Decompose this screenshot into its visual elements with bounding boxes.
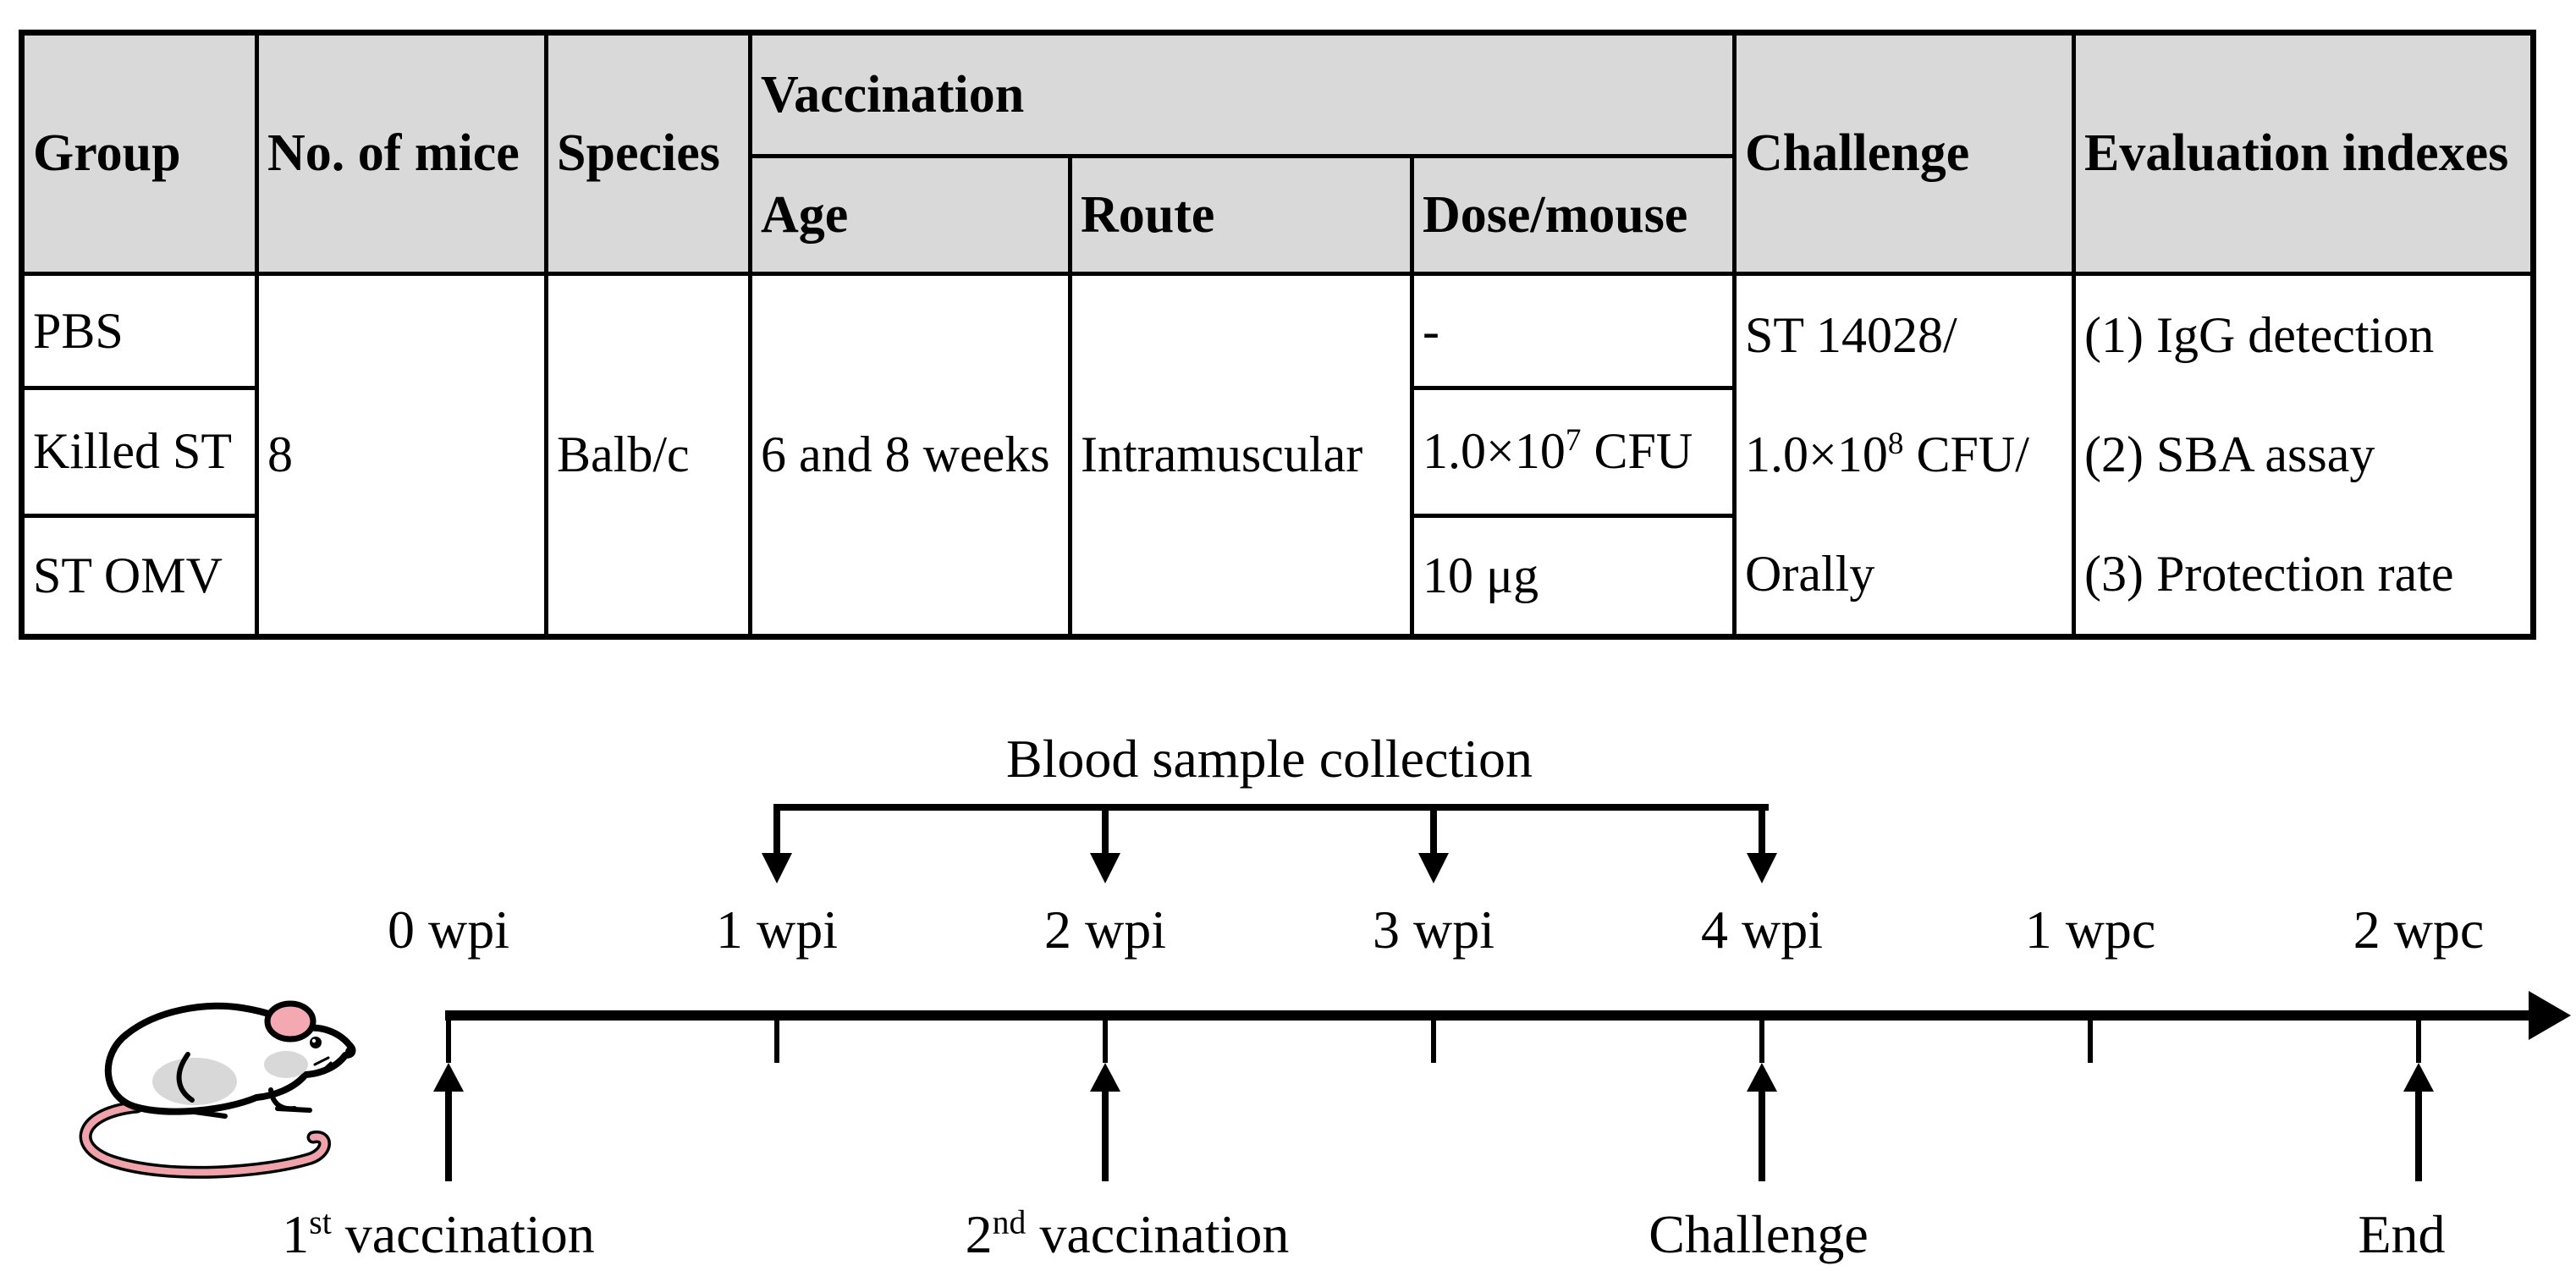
timeline-tick [1759,1015,1764,1063]
timeline-tick [1431,1015,1436,1063]
arrow-right-icon [2529,991,2571,1040]
tick-label-4wpi: 4 wpi [1701,900,1823,960]
timeline-tick [446,1015,451,1063]
mouse-icon [79,1000,356,1179]
end-event-label: End [2358,1204,2446,1264]
timeline-axis [445,1010,2530,1021]
tick-label-1wpi: 1 wpi [716,900,838,960]
col-header-evaluation: Evaluation indexes [2072,30,2536,276]
age-cell: 6 and 8 weeks [748,272,1072,639]
evaluation-item-2: (2) SBA assay [2084,426,2375,482]
route-cell: Intramuscular [1068,272,1414,639]
blood-sample-collection-label: Blood sample collection [1005,729,1533,789]
challenge-line-2: 1.0×108 CFU/ [1745,426,2029,482]
challenge-line-1: ST 14028/ [1745,307,1957,363]
table-row: Killed ST 1.0×107 CFU [19,386,2534,518]
group-cell-pbs: PBS [19,271,259,391]
col-header-species: Species [544,30,752,276]
dose-cell-st-omv: 10 μg [1409,513,1737,640]
table-row: ST OMV 10 μg [19,513,2534,640]
tick-label-1wpc: 1 wpc [2024,900,2156,960]
col-header-group: Group [19,30,259,276]
first-vaccination-label: 1st vaccination [282,1203,595,1264]
bracket-line [777,804,1769,811]
experiment-table: Group No. of mice Species Vaccination Ch… [19,30,2537,640]
evaluation-item-3: (3) Protection rate [2084,546,2454,602]
exponent: 8 [1887,426,1904,461]
tick-label-0wpi: 0 wpi [388,900,509,960]
group-cell-killed-st: Killed ST [19,386,259,518]
tick-label-2wpc: 2 wpc [2353,900,2485,960]
group-cell-st-omv: ST OMV [19,513,259,640]
table-row: PBS 8 Balb/c 6 and 8 weeks Intramuscular… [19,271,2536,639]
col-header-dose: Dose/mouse [1409,154,1737,276]
timeline-tick [2416,1015,2421,1063]
evaluation-item-1: (1) IgG detection [2084,307,2435,363]
tick-label-2wpi: 2 wpi [1044,900,1166,960]
exponent: 7 [1565,423,1582,459]
evaluation-cell: (1) IgG detection (2) SBA assay (3) Prot… [2072,272,2536,639]
col-header-age: Age [748,154,1072,276]
species-cell: Balb/c [544,272,752,639]
timeline-tick [774,1015,779,1063]
challenge-line-3: Orally [1745,546,1875,602]
second-vaccination-label: 2nd vaccination [965,1203,1290,1264]
timeline-tick [1103,1015,1108,1063]
challenge-cell: ST 14028/ 1.0×108 CFU/ Orally [1732,272,2077,639]
mouse-illustration [59,955,381,1200]
timeline-tick [2088,1015,2093,1063]
col-header-route: Route [1068,154,1414,276]
col-header-no-of-mice: No. of mice [255,30,548,276]
col-header-challenge: Challenge [1732,30,2077,276]
dose-cell-killed-st: 1.0×107 CFU [1409,386,1737,518]
challenge-event-label: Challenge [1649,1204,1869,1264]
col-header-vaccination: Vaccination [747,30,1737,158]
no-of-mice-cell: 8 [255,272,548,639]
dose-cell-pbs: - [1409,271,1737,391]
tick-label-3wpi: 3 wpi [1373,900,1494,960]
